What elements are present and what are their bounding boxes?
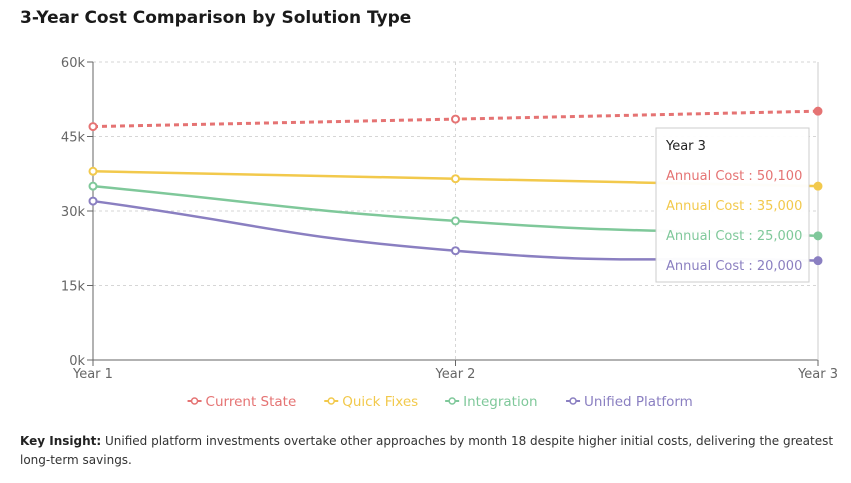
tooltip-title: Year 3 bbox=[665, 139, 706, 154]
legend-item-integration[interactable]: Integration bbox=[445, 394, 538, 410]
legend-label: Current State bbox=[206, 394, 297, 410]
tooltip-row: Annual Cost : 35,000 bbox=[666, 199, 802, 214]
data-point-quick-fixes[interactable] bbox=[88, 166, 98, 176]
y-tick-label: 15k bbox=[61, 280, 86, 295]
data-point-quick-fixes[interactable] bbox=[813, 181, 823, 191]
data-point-quick-fixes[interactable] bbox=[451, 174, 460, 184]
legend-label: Quick Fixes bbox=[342, 394, 418, 410]
legend-item-unified-platform[interactable]: Unified Platform bbox=[566, 394, 693, 410]
tooltip-box bbox=[655, 127, 810, 283]
y-tick-label: 45k bbox=[61, 131, 86, 146]
cost-line-chart[interactable]: 0k 15k 30k 45k 60k Year 1 Year 2 Year 3 Year 3 An… bbox=[0, 40, 851, 425]
legend-swatch-marker bbox=[190, 397, 199, 405]
y-tick-label: 60k bbox=[61, 56, 86, 71]
data-point-integration[interactable] bbox=[813, 231, 823, 241]
x-tick-label: Year 3 bbox=[797, 367, 838, 382]
legend-swatch-marker bbox=[327, 397, 335, 405]
chart-title: 3-Year Cost Comparison by Solution Type bbox=[20, 8, 412, 28]
legend-swatch-marker bbox=[448, 397, 456, 405]
legend-label: Integration bbox=[463, 394, 537, 410]
data-point-unified-platform[interactable] bbox=[451, 246, 460, 256]
data-point-unified-platform[interactable] bbox=[88, 196, 98, 206]
y-tick-label: 0k bbox=[69, 354, 85, 369]
legend-item-quick-fixes[interactable]: Quick Fixes bbox=[324, 394, 418, 410]
data-point-current-state[interactable] bbox=[88, 122, 98, 132]
legend-item-current-state[interactable]: Current State bbox=[187, 394, 297, 410]
data-point-integration[interactable] bbox=[451, 216, 460, 226]
x-tick-label: Year 2 bbox=[435, 367, 476, 382]
legend-swatch-marker bbox=[569, 397, 577, 405]
y-tick-label: 30k bbox=[61, 205, 86, 220]
tooltip-row: Annual Cost : 25,000 bbox=[666, 229, 802, 244]
key-insight-text: Unified platform investments overtake ot… bbox=[20, 434, 834, 467]
data-point-integration[interactable] bbox=[88, 181, 98, 191]
tooltip-row: Annual Cost : 50,100 bbox=[666, 169, 802, 184]
data-point-current-state[interactable] bbox=[451, 114, 460, 124]
key-insight: Key Insight: Unified platform investment… bbox=[20, 432, 850, 470]
x-tick-label: Year 1 bbox=[72, 367, 113, 382]
data-point-current-state[interactable] bbox=[813, 106, 823, 116]
tooltip-row: Annual Cost : 20,000 bbox=[666, 259, 802, 274]
legend-label: Unified Platform bbox=[584, 394, 693, 410]
key-insight-label: Key Insight: bbox=[20, 434, 102, 448]
data-point-unified-platform[interactable] bbox=[813, 256, 823, 266]
